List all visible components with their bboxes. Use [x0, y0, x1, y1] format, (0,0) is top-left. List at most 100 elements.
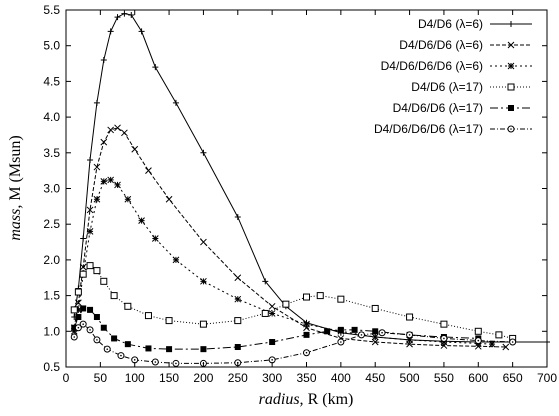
series-4	[70, 262, 517, 342]
data-point	[86, 262, 94, 270]
data-point	[440, 338, 448, 346]
data-point	[165, 195, 173, 203]
x-tick-label: 300	[262, 371, 282, 385]
y-tick-label: 3.5	[43, 146, 60, 160]
series-line	[73, 307, 479, 350]
x-tick-label: 600	[468, 371, 488, 385]
data-point-center	[360, 334, 363, 336]
series-6	[70, 320, 517, 367]
y-tick-label: 2.0	[43, 253, 60, 267]
data-point	[269, 339, 276, 346]
data-point	[200, 346, 207, 353]
data-point	[303, 331, 310, 338]
data-point-center	[120, 354, 122, 357]
y-tick-label: 2.5	[43, 217, 60, 231]
data-point-center	[305, 351, 308, 354]
data-point-center	[340, 341, 342, 343]
y-axis-title-italic: mass,	[7, 205, 24, 241]
data-point	[474, 327, 482, 335]
x-tick-label: 100	[125, 371, 145, 385]
data-point	[495, 331, 503, 339]
data-point	[100, 56, 107, 63]
data-point	[508, 105, 514, 111]
y-tick-label: 5.0	[43, 39, 60, 53]
data-point	[372, 328, 379, 335]
x-tick-label: 650	[503, 371, 523, 385]
data-point	[144, 312, 152, 320]
data-point	[172, 256, 180, 264]
data-point	[114, 181, 121, 189]
data-point	[93, 267, 101, 275]
data-point	[303, 293, 310, 301]
data-point	[351, 326, 358, 333]
data-point	[371, 338, 379, 346]
x-tick-label: 500	[400, 371, 420, 385]
data-point-center	[154, 361, 157, 363]
data-point	[111, 335, 118, 342]
data-point	[87, 156, 94, 163]
data-point	[316, 292, 324, 300]
data-point-center	[443, 337, 445, 340]
data-point-center	[89, 329, 91, 331]
data-point	[138, 217, 145, 224]
tick-layer: 0 50 100 150 200 250 300 350 400 450 500 550 600 650 7…	[43, 3, 557, 385]
data-point-center	[133, 359, 136, 361]
data-point	[152, 64, 159, 71]
legend-label: D4/D6/D6/D6 (λ=6)	[381, 59, 483, 73]
data-point	[74, 288, 82, 296]
data-point-center	[477, 339, 480, 342]
data-point	[371, 304, 379, 312]
data-point	[145, 167, 152, 175]
data-point	[114, 14, 121, 21]
data-point	[199, 320, 207, 328]
data-point	[75, 306, 82, 314]
x-tick-label: 400	[331, 371, 351, 385]
data-point	[107, 28, 114, 35]
data-point	[121, 129, 128, 137]
y-tick-label: 5.5	[43, 3, 60, 17]
x-axis-title-rest: R (km)	[308, 391, 354, 408]
data-point	[80, 235, 87, 242]
y-tick-label: 4.5	[43, 74, 60, 88]
data-point-center	[408, 334, 411, 336]
data-point	[507, 83, 515, 91]
data-point	[303, 320, 310, 328]
data-point	[165, 317, 173, 325]
data-point	[79, 263, 87, 271]
data-point	[100, 138, 108, 146]
data-point	[93, 195, 101, 203]
y-tick-label: 1.5	[43, 289, 60, 303]
data-point	[151, 235, 159, 242]
data-point	[107, 176, 115, 184]
data-point	[110, 292, 118, 300]
y-tick-label: 3.0	[43, 182, 60, 196]
data-point	[324, 328, 331, 335]
y-axis-title-rest: M (Msun)	[7, 135, 24, 200]
data-point	[440, 320, 448, 328]
data-point	[172, 99, 179, 106]
y-tick-label: 4.0	[43, 110, 60, 124]
data-point	[166, 346, 173, 353]
data-point	[371, 333, 379, 341]
y-axis-title: mass, M (Msun)	[7, 135, 24, 240]
data-point	[337, 295, 345, 303]
y-tick-label: 1.0	[43, 324, 60, 338]
series-line	[73, 323, 513, 364]
data-point	[71, 324, 78, 331]
data-point	[80, 305, 87, 312]
data-point	[93, 163, 101, 171]
data-point	[86, 227, 94, 235]
data-point	[544, 339, 550, 346]
series-line	[73, 127, 506, 348]
data-point	[337, 326, 344, 333]
x-axis-title-italic: radius,	[259, 391, 304, 408]
data-point	[234, 214, 241, 221]
data-point	[100, 324, 107, 331]
x-tick-label: 150	[159, 371, 179, 385]
data-point	[124, 302, 132, 310]
data-point	[79, 270, 87, 278]
legend-label: D4/D6/D6 (λ=17)	[393, 101, 483, 115]
x-tick-label: 200	[193, 371, 213, 385]
legend-label: D4/D6/D6 (λ=6)	[399, 38, 483, 52]
